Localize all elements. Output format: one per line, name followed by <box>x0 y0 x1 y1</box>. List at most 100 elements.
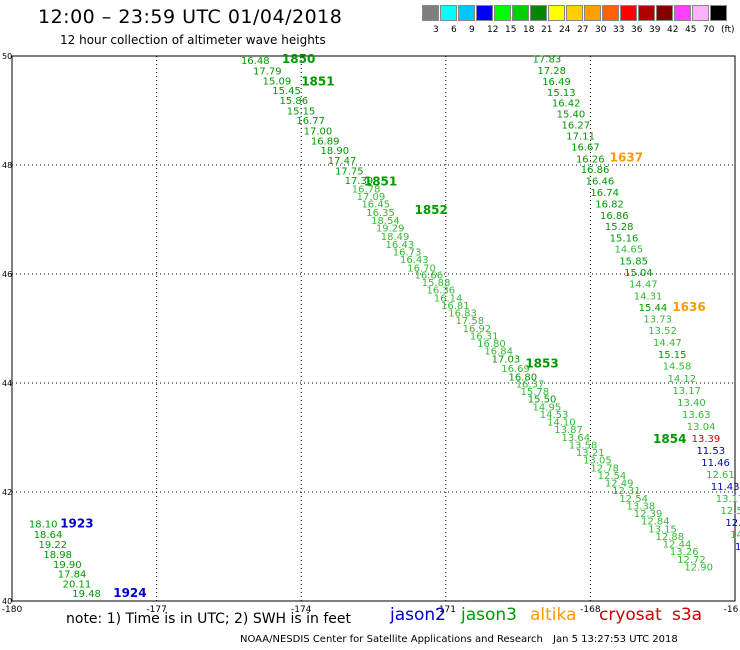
wave-height-label: 14.10 <box>547 418 576 429</box>
wave-height-label: 11.43 <box>711 482 740 493</box>
x-tick-label: -174 <box>291 605 312 615</box>
wave-height-label: 17.03 <box>492 354 521 365</box>
wave-height-label: 13.17 <box>672 386 701 397</box>
pass-number-label: 1923 <box>60 516 93 530</box>
color-scale-label: (ft) <box>721 25 735 35</box>
footnote: note: 1) Time is in UTC; 2) SWH is in fe… <box>66 611 352 627</box>
wave-height-label: 12.44 <box>663 540 692 551</box>
color-swatch <box>422 5 439 21</box>
pass-number-label: 1853 <box>525 357 558 371</box>
y-tick-label: 44 <box>2 379 12 388</box>
wave-height-label: 16.74 <box>590 188 619 199</box>
wave-height-label: 12.54 <box>619 494 648 505</box>
page-title: 12:00 – 23:59 UTC 01/04/2018 <box>38 6 343 28</box>
wave-height-label: 16.36 <box>427 286 456 297</box>
wave-height-label: 15.09 <box>263 76 292 87</box>
wave-height-label: 16.69 <box>501 364 530 375</box>
color-scale-label: 33 <box>613 25 625 35</box>
pass-number-label: 1852 <box>414 203 447 217</box>
wave-height-label: 16.80 <box>508 372 537 383</box>
color-scale-label: 36 <box>631 25 643 35</box>
axis-tick-labels: -180 -177 -174 -171 -168 -16 50 48 46 44 42 40 <box>2 52 739 615</box>
wave-height-label: 13.38 <box>627 501 656 512</box>
wave-height-label: 16.42 <box>552 99 581 110</box>
wave-height-label: 17.83 <box>533 55 562 66</box>
wave-height-label: 13.17 <box>716 494 740 505</box>
wave-height-label: 19.90 <box>53 560 82 571</box>
wave-height-label: 15.85 <box>619 257 648 268</box>
y-tick-label: 40 <box>2 597 12 606</box>
color-swatch <box>548 5 565 21</box>
wave-height-label: 13.52 <box>648 326 677 337</box>
wave-height-label: 16.66 <box>414 270 443 281</box>
wave-height-label: 13.58 <box>569 440 598 451</box>
color-swatch <box>530 5 547 21</box>
y-tick-label: 50 <box>2 52 12 61</box>
wave-height-label: 14.47 <box>653 338 682 349</box>
wave-height-label: 18.64 <box>34 530 63 541</box>
wave-height-label: 16.67 <box>571 142 600 153</box>
color-scale-label: 12 <box>487 25 499 35</box>
wave-height-label: 12.49 <box>605 479 634 490</box>
wave-height-label: 11.46 <box>701 458 730 469</box>
wave-height-label: 12.78 <box>590 463 619 474</box>
wave-height-label: 16.81 <box>441 301 470 312</box>
color-swatch <box>638 5 655 21</box>
wave-height-label: 16.43 <box>386 240 415 251</box>
color-swatch <box>566 5 583 21</box>
wave-height-label: 13.73 <box>643 315 672 326</box>
wave-height-label: 14.31 <box>634 292 663 303</box>
pass-number-label: 1850 <box>282 52 315 66</box>
color-scale-label: 42 <box>667 25 679 35</box>
wave-height-label: 12.61 <box>706 470 735 481</box>
wave-height-label: 15.44 <box>639 303 668 314</box>
wave-height-label: 13.39 <box>692 434 721 445</box>
wave-height-label: 16.26 <box>576 154 605 165</box>
wave-height-label: 13.26 <box>670 547 699 558</box>
wave-height-label: 16.49 <box>542 77 571 88</box>
wave-height-label: 16.86 <box>581 165 610 176</box>
wave-height-label: 15.88 <box>422 278 451 289</box>
wave-height-label: 15.15 <box>658 350 687 361</box>
x-tick-label: -171 <box>436 605 456 615</box>
wave-height-label: 17.28 <box>537 66 566 77</box>
wave-height-label: 18.10 <box>29 519 58 530</box>
x-tick-label: -16 <box>724 605 739 615</box>
color-scale-label: 70 <box>703 25 715 35</box>
wave-height-label: 12.88 <box>655 532 684 543</box>
legend-s3a: s3a <box>672 605 703 625</box>
wave-height-label: 16.37 <box>516 379 545 390</box>
color-swatch <box>602 5 619 21</box>
wave-height-label: 17.47 <box>328 156 357 167</box>
wave-height-label: 16.48 <box>241 56 270 67</box>
color-swatch <box>692 5 709 21</box>
legend-jason2: jason2 <box>390 605 446 625</box>
wave-height-label: 16.92 <box>463 324 492 335</box>
wave-height-label: 16.43 <box>400 255 429 266</box>
color-scale-label: 39 <box>649 25 661 35</box>
color-scale-label: 24 <box>559 25 571 35</box>
wave-height-label: 13.40 <box>677 398 706 409</box>
wave-height-label: 17.79 <box>253 67 282 78</box>
wave-height-label: 16.84 <box>484 347 513 358</box>
page-subtitle: 12 hour collection of altimeter wave hei… <box>60 33 326 47</box>
wave-height-label: 13.63 <box>682 410 711 421</box>
wave-height-label: 17.11 <box>566 131 595 142</box>
color-scale-label: 3 <box>433 25 439 35</box>
color-swatch <box>584 5 601 21</box>
legend-jason3: jason3 <box>461 605 517 625</box>
color-scale-label: 6 <box>451 25 457 35</box>
color-scale-label: 18 <box>523 25 535 35</box>
wave-height-label: 18.90 <box>320 146 349 157</box>
credit-line: NOAA/NESDIS Center for Satellite Applica… <box>240 634 543 645</box>
legend-cryosat: cryosat <box>599 605 662 625</box>
wave-height-label: 16.80 <box>477 339 506 350</box>
wave-height-label: 16.82 <box>595 200 624 211</box>
generated-timestamp: Jan 5 13:27:53 UTC 2018 <box>553 634 678 645</box>
wave-height-label: 15.16 <box>610 233 639 244</box>
wave-height-label: 14.53 <box>540 410 569 421</box>
wave-height-label: 11.86 <box>735 542 740 553</box>
wave-height-label: 14.12 <box>668 374 697 385</box>
wave-height-label: 13.21 <box>576 448 605 459</box>
